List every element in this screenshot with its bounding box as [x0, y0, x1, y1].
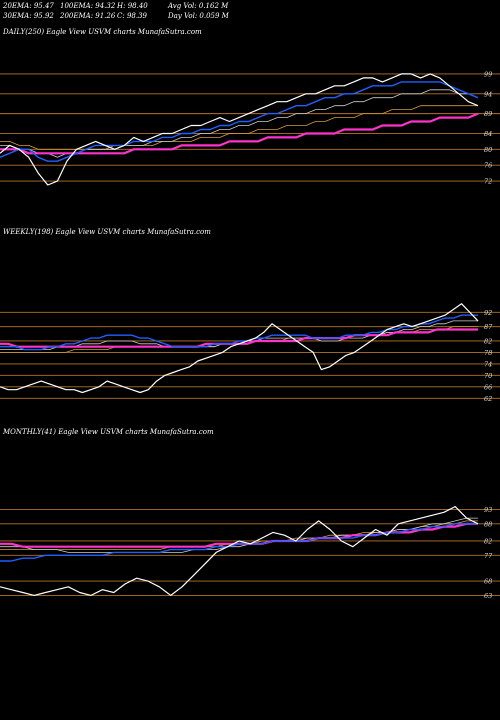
monthly-tick-label: 68: [484, 578, 492, 586]
daily-tick-label: 84: [484, 130, 492, 138]
monthly-price-line: [0, 506, 479, 597]
weekly-ema-fast-line: [0, 314, 478, 351]
avg-volume-readout: Avg Vol: 0.162 M: [168, 2, 229, 10]
day-volume-readout: Day Vol: 0.059 M: [168, 12, 229, 20]
daily-tick-label: 80: [484, 146, 492, 154]
ema200-readout: 200EMA: 91.26: [60, 12, 116, 20]
daily-chart: 99 94 89 84 80 76 72: [0, 70, 500, 186]
monthly-tick-label: 63: [484, 592, 492, 600]
weekly-tick-label: 92: [484, 309, 492, 317]
monthly-panel-title: MONTHLY(41) Eagle View USVM charts Munaf…: [3, 428, 214, 436]
monthly-tick-label: 93: [484, 506, 492, 514]
ema20-readout: 20EMA: 95.47: [3, 2, 54, 10]
daily-tick-label: 76: [484, 162, 492, 170]
daily-tick-label: 99: [484, 70, 492, 78]
weekly-tick-label: 66: [484, 383, 492, 391]
daily-ema-mid-line: [0, 105, 478, 150]
monthly-tick-label: 88: [484, 520, 492, 528]
weekly-tick-label: 74: [484, 360, 492, 368]
monthly-chart: 93 88 82 77 68 63: [0, 506, 500, 600]
daily-panel-title: DAILY(250) Eagle View USVM charts Munafa…: [3, 28, 202, 36]
monthly-ema-mid2-line: [0, 517, 478, 553]
daily-price-line: [0, 73, 479, 186]
monthly-ema-mid-line: [0, 520, 478, 550]
weekly-ema-mid-line: [0, 326, 478, 353]
weekly-price-line: [0, 303, 479, 394]
ema30-readout: 30EMA: 95.92: [3, 12, 54, 20]
high-readout: H: 98.40: [117, 2, 148, 10]
close-readout: C: 98.39: [117, 12, 147, 20]
daily-tick-label: 72: [484, 178, 492, 186]
weekly-tick-label: 62: [484, 395, 492, 403]
daily-ema-slow-line: [0, 112, 479, 155]
monthly-tick-label: 82: [484, 537, 492, 545]
weekly-tick-label: 87: [484, 323, 493, 331]
weekly-tick-label: 78: [484, 349, 492, 357]
weekly-panel-title: WEEKLY(198) Eagle View USVM charts Munaf…: [3, 228, 211, 236]
daily-tick-label: 89: [484, 110, 492, 118]
daily-tick-label: 94: [484, 90, 492, 98]
ema100-readout: 100EMA: 94.32: [60, 2, 116, 10]
monthly-ema-fast-line: [0, 523, 478, 562]
weekly-tick-label: 70: [484, 372, 492, 380]
daily-ema-fast-line: [0, 81, 479, 162]
weekly-chart: 92 87 82 78 74 70 66 62: [0, 303, 500, 403]
monthly-tick-label: 77: [484, 552, 493, 560]
weekly-tick-label: 82: [484, 337, 492, 345]
